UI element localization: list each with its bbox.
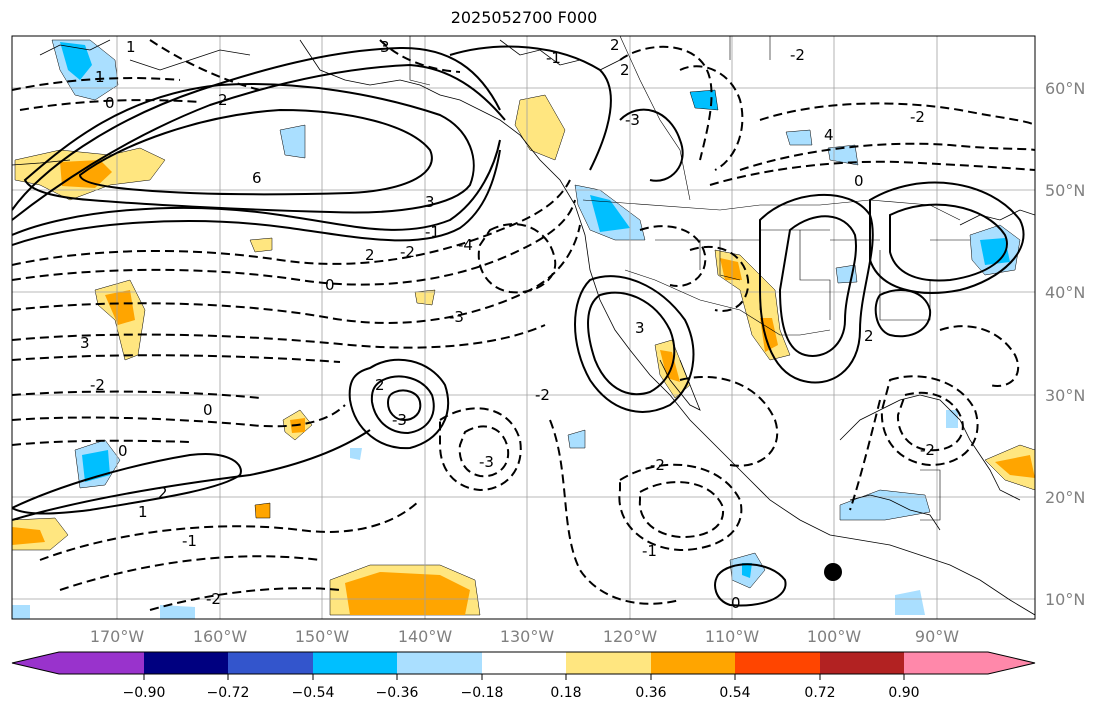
contour-label: 0 (854, 172, 864, 190)
contour-label: -2 (650, 456, 665, 474)
contour-label: -2 (206, 590, 221, 608)
contour-label-group: 1 3 2 1 0 2 6 3 0 2 -1 -2 3 0 -4 -3 -2 2… (80, 36, 935, 612)
colorbar-segment (59, 652, 144, 674)
contour-label: -1 (425, 223, 440, 241)
lon-label: 120°W (603, 627, 658, 646)
contour-label: 2 (365, 246, 375, 264)
colorbar-label: 0.90 (888, 685, 919, 701)
contour-label: 1 (95, 68, 105, 86)
colorbar-extend-min (12, 652, 59, 674)
colorbar-label: 0.18 (550, 685, 581, 701)
colorbar-label: −0.72 (207, 685, 250, 701)
coastlines (12, 39, 1035, 616)
lon-label: 170°W (90, 627, 145, 646)
contour-label: -3 (392, 411, 407, 429)
contour-label: -3 (625, 111, 640, 129)
dashed-contours (12, 39, 1035, 611)
contour-label: -1 (182, 532, 197, 550)
colorbar-segment (651, 652, 735, 674)
lat-label: 40°N (1045, 283, 1085, 302)
colorbar-segment (904, 652, 988, 674)
contour-label: 0 (105, 94, 115, 112)
lon-label: 150°W (295, 627, 350, 646)
contour-label: 0 (118, 442, 128, 460)
lat-label: 60°N (1045, 79, 1085, 98)
lon-label: 100°W (807, 627, 862, 646)
shaded-anomalies (12, 39, 1035, 619)
colorbar-segment (735, 652, 820, 674)
contour-label: -2 (400, 243, 415, 261)
contour-label: -2 (790, 46, 805, 64)
contour-label: 1 (126, 38, 136, 56)
colorbar-label: 0.36 (635, 685, 666, 701)
contour-label: 0 (203, 401, 213, 419)
lon-label: 110°W (705, 627, 760, 646)
colorbar-label: 0.72 (804, 685, 835, 701)
gridlines (12, 36, 1035, 619)
colorbar-label: −0.90 (123, 685, 166, 701)
contour-label: -4 (458, 236, 473, 254)
lat-label: 20°N (1045, 488, 1085, 507)
contour-label: 0 (325, 276, 335, 294)
lon-axis: 170°W 160°W 150°W 140°W 130°W 120°W 110°… (90, 627, 959, 646)
marker-dot (824, 563, 842, 581)
contour-label: 3 (80, 334, 90, 352)
contour-label: 2 (375, 376, 385, 394)
contour-label: -1 (546, 49, 561, 67)
contour-label: 1 (138, 503, 148, 521)
colorbar-segment (820, 652, 904, 674)
contour-label: -2 (90, 376, 105, 394)
contour-label: 3 (380, 38, 390, 56)
lat-label: 50°N (1045, 181, 1085, 200)
colorbar-segment (144, 652, 228, 674)
contour-label: 0 (731, 594, 741, 612)
colorbar-outline (11, 651, 1036, 675)
colorbar-segment (566, 652, 651, 674)
contour-label: 2 (620, 61, 630, 79)
solid-contours (12, 45, 1025, 607)
lon-label: 160°W (193, 627, 248, 646)
contour-label: -2 (535, 386, 550, 404)
contour-label: -3 (479, 453, 494, 471)
colorbar-segment (228, 652, 313, 674)
contour-label: 6 (252, 169, 262, 187)
colorbar-segment (397, 652, 482, 674)
lat-axis: 60°N 50°N 40°N 30°N 20°N 10°N (1045, 79, 1085, 609)
lon-label: 90°W (915, 627, 959, 646)
lat-label: 10°N (1045, 590, 1085, 609)
contour-label: -3 (449, 308, 464, 326)
contour-label: 2 (158, 484, 168, 502)
colorbar-extend-max (988, 652, 1035, 674)
contour-label: -2 (920, 441, 935, 459)
lon-label: 140°W (398, 627, 453, 646)
colorbar-label: −0.18 (461, 685, 504, 701)
colorbar-label: 0.54 (719, 685, 750, 701)
colorbar-segment (482, 652, 566, 674)
contour-label: 3 (425, 193, 435, 211)
lon-label: 130°W (500, 627, 555, 646)
contour-label: 4 (824, 126, 834, 144)
contour-label: -2 (910, 108, 925, 126)
colorbar-label: −0.54 (292, 685, 335, 701)
lat-label: 30°N (1045, 386, 1085, 405)
map-title: 2025052700 F000 (450, 8, 598, 27)
colorbar: −0.90 −0.72 −0.54 −0.36 −0.18 0.18 0.36 … (11, 651, 1036, 701)
contour-label: 2 (610, 36, 620, 54)
contour-label: 2 (218, 91, 228, 109)
colorbar-label: −0.36 (376, 685, 419, 701)
colorbar-segment (313, 652, 397, 674)
plot-frame (11, 35, 1036, 620)
contour-label: 3 (635, 319, 645, 337)
contour-label: 2 (864, 327, 874, 345)
colorbar-ticks (143, 674, 905, 680)
contour-label: -1 (642, 542, 657, 560)
